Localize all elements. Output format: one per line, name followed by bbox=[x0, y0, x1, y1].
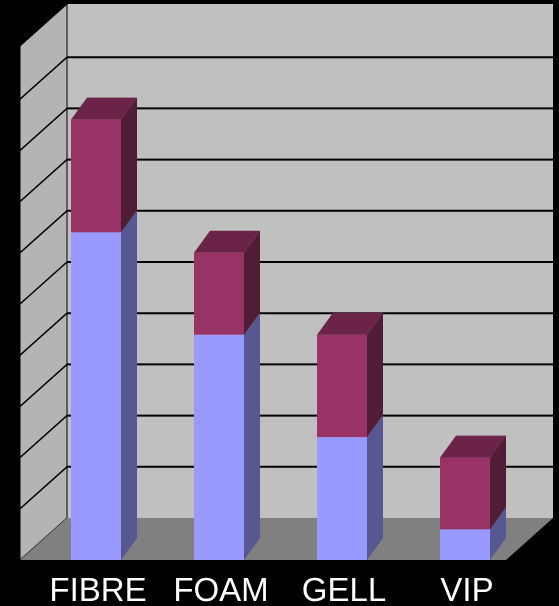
gridline-side bbox=[19, 107, 68, 151]
gridline-side bbox=[19, 466, 68, 510]
gridlines bbox=[19, 56, 553, 510]
gridline-side bbox=[19, 312, 68, 356]
bar-segment-fibre-2 bbox=[71, 97, 137, 233]
gridline-side bbox=[19, 415, 68, 459]
bar-segment-fibre-1 bbox=[71, 210, 137, 560]
gridline-side bbox=[19, 210, 68, 254]
gridline-side bbox=[19, 56, 68, 100]
category-label-fibre: FIBRE bbox=[49, 571, 146, 606]
bar-segment-foam-1 bbox=[194, 312, 260, 560]
gridline-side bbox=[19, 363, 68, 407]
bar-segment-gell-2 bbox=[317, 312, 383, 438]
bar-segment-vip-1 bbox=[440, 507, 506, 560]
gridline-side bbox=[19, 261, 68, 305]
bars bbox=[71, 97, 506, 560]
gridline-side bbox=[19, 159, 68, 203]
bar-segment-foam-2 bbox=[194, 230, 260, 335]
bar-segment-gell-1 bbox=[317, 415, 383, 560]
category-label-gell: GELL bbox=[302, 571, 386, 606]
bar-segment-vip-2 bbox=[440, 435, 506, 530]
category-label-vip: VIP bbox=[440, 571, 493, 606]
category-label-foam: FOAM bbox=[173, 571, 268, 606]
chart-floor bbox=[20, 518, 553, 560]
category-labels: FIBRE FOAM GELL VIP bbox=[49, 571, 493, 606]
